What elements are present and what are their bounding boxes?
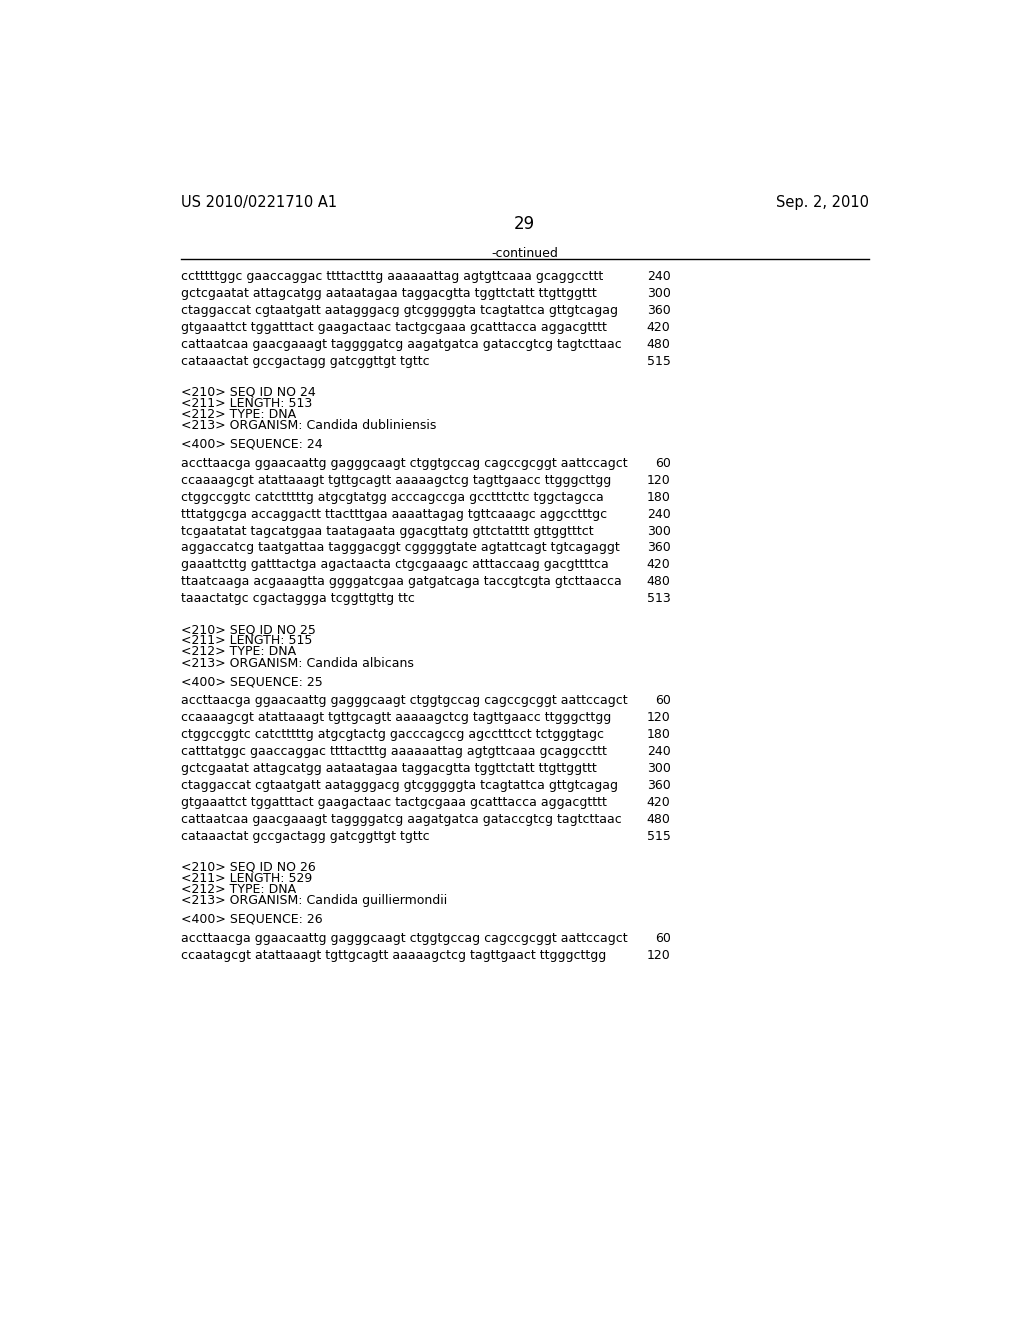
Text: Sep. 2, 2010: Sep. 2, 2010 [776, 195, 869, 210]
Text: 180: 180 [646, 491, 671, 504]
Text: <210> SEQ ID NO 26: <210> SEQ ID NO 26 [180, 861, 315, 874]
Text: 420: 420 [647, 558, 671, 572]
Text: <210> SEQ ID NO 24: <210> SEQ ID NO 24 [180, 385, 315, 399]
Text: 480: 480 [646, 813, 671, 826]
Text: ccaaaagcgt atattaaagt tgttgcagtt aaaaagctcg tagttgaacc ttgggcttgg: ccaaaagcgt atattaaagt tgttgcagtt aaaaagc… [180, 711, 611, 725]
Text: gtgaaattct tggatttact gaagactaac tactgcgaaa gcatttacca aggacgtttt: gtgaaattct tggatttact gaagactaac tactgcg… [180, 796, 606, 809]
Text: 60: 60 [654, 457, 671, 470]
Text: <400> SEQUENCE: 24: <400> SEQUENCE: 24 [180, 438, 323, 451]
Text: ttaatcaaga acgaaagtta ggggatcgaa gatgatcaga taccgtcgta gtcttaacca: ttaatcaaga acgaaagtta ggggatcgaa gatgatc… [180, 576, 622, 589]
Text: gaaattcttg gatttactga agactaacta ctgcgaaagc atttaccaag gacgttttca: gaaattcttg gatttactga agactaacta ctgcgaa… [180, 558, 608, 572]
Text: 480: 480 [646, 576, 671, 589]
Text: catttatggc gaaccaggac ttttactttg aaaaaattag agtgttcaaa gcaggccttt: catttatggc gaaccaggac ttttactttg aaaaaat… [180, 744, 606, 758]
Text: gtgaaattct tggatttact gaagactaac tactgcgaaa gcatttacca aggacgtttt: gtgaaattct tggatttact gaagactaac tactgcg… [180, 321, 606, 334]
Text: aggaccatcg taatgattaa tagggacggt cgggggtate agtattcagt tgtcagaggt: aggaccatcg taatgattaa tagggacggt cgggggt… [180, 541, 620, 554]
Text: cctttttggc gaaccaggac ttttactttg aaaaaattag agtgttcaaa gcaggccttt: cctttttggc gaaccaggac ttttactttg aaaaaat… [180, 271, 603, 282]
Text: 420: 420 [647, 796, 671, 809]
Text: 515: 515 [646, 830, 671, 843]
Text: <212> TYPE: DNA: <212> TYPE: DNA [180, 408, 296, 421]
Text: 360: 360 [647, 541, 671, 554]
Text: 120: 120 [647, 711, 671, 725]
Text: <213> ORGANISM: Candida guilliermondii: <213> ORGANISM: Candida guilliermondii [180, 894, 446, 907]
Text: <212> TYPE: DNA: <212> TYPE: DNA [180, 645, 296, 659]
Text: <213> ORGANISM: Candida albicans: <213> ORGANISM: Candida albicans [180, 656, 414, 669]
Text: cattaatcaa gaacgaaagt taggggatcg aagatgatca gataccgtcg tagtcttaac: cattaatcaa gaacgaaagt taggggatcg aagatga… [180, 338, 622, 351]
Text: <212> TYPE: DNA: <212> TYPE: DNA [180, 883, 296, 896]
Text: tttatggcga accaggactt ttactttgaa aaaattagag tgttcaaagc aggcctttgc: tttatggcga accaggactt ttactttgaa aaaatta… [180, 508, 607, 520]
Text: 300: 300 [646, 524, 671, 537]
Text: cataaactat gccgactagg gatcggttgt tgttc: cataaactat gccgactagg gatcggttgt tgttc [180, 355, 429, 368]
Text: 420: 420 [647, 321, 671, 334]
Text: 300: 300 [646, 286, 671, 300]
Text: ctggccggtc catctttttg atgcgtatgg acccagccga gcctttcttc tggctagcca: ctggccggtc catctttttg atgcgtatgg acccagc… [180, 491, 603, 504]
Text: 60: 60 [654, 932, 671, 945]
Text: tcgaatatat tagcatggaa taatagaata ggacgttatg gttctatttt gttggtttct: tcgaatatat tagcatggaa taatagaata ggacgtt… [180, 524, 593, 537]
Text: gctcgaatat attagcatgg aataatagaa taggacgtta tggttctatt ttgttggttt: gctcgaatat attagcatgg aataatagaa taggacg… [180, 762, 596, 775]
Text: <211> LENGTH: 513: <211> LENGTH: 513 [180, 397, 312, 409]
Text: cattaatcaa gaacgaaagt taggggatcg aagatgatca gataccgtcg tagtcttaac: cattaatcaa gaacgaaagt taggggatcg aagatga… [180, 813, 622, 826]
Text: 513: 513 [647, 593, 671, 606]
Text: ccaaaagcgt atattaaagt tgttgcagtt aaaaagctcg tagttgaacc ttgggcttgg: ccaaaagcgt atattaaagt tgttgcagtt aaaaagc… [180, 474, 611, 487]
Text: ctaggaccat cgtaatgatt aatagggacg gtcgggggta tcagtattca gttgtcagag: ctaggaccat cgtaatgatt aatagggacg gtcgggg… [180, 304, 617, 317]
Text: accttaacga ggaacaattg gagggcaagt ctggtgccag cagccgcggt aattccagct: accttaacga ggaacaattg gagggcaagt ctggtgc… [180, 932, 628, 945]
Text: 515: 515 [646, 355, 671, 368]
Text: 360: 360 [647, 304, 671, 317]
Text: <213> ORGANISM: Candida dubliniensis: <213> ORGANISM: Candida dubliniensis [180, 418, 436, 432]
Text: 300: 300 [646, 762, 671, 775]
Text: ccaatagcgt atattaaagt tgttgcagtt aaaaagctcg tagttgaact ttgggcttgg: ccaatagcgt atattaaagt tgttgcagtt aaaaagc… [180, 949, 606, 962]
Text: <400> SEQUENCE: 26: <400> SEQUENCE: 26 [180, 913, 323, 927]
Text: 60: 60 [654, 694, 671, 708]
Text: accttaacga ggaacaattg gagggcaagt ctggtgccag cagccgcggt aattccagct: accttaacga ggaacaattg gagggcaagt ctggtgc… [180, 457, 628, 470]
Text: <211> LENGTH: 529: <211> LENGTH: 529 [180, 871, 312, 884]
Text: 360: 360 [647, 779, 671, 792]
Text: 240: 240 [647, 271, 671, 282]
Text: cataaactat gccgactagg gatcggttgt tgttc: cataaactat gccgactagg gatcggttgt tgttc [180, 830, 429, 843]
Text: 120: 120 [647, 474, 671, 487]
Text: US 2010/0221710 A1: US 2010/0221710 A1 [180, 195, 337, 210]
Text: 120: 120 [647, 949, 671, 962]
Text: taaactatgc cgactaggga tcggttgttg ttc: taaactatgc cgactaggga tcggttgttg ttc [180, 593, 415, 606]
Text: <210> SEQ ID NO 25: <210> SEQ ID NO 25 [180, 623, 315, 636]
Text: 480: 480 [646, 338, 671, 351]
Text: -continued: -continued [492, 247, 558, 260]
Text: ctggccggtc catctttttg atgcgtactg gacccagccg agcctttcct tctgggtagc: ctggccggtc catctttttg atgcgtactg gacccag… [180, 729, 604, 742]
Text: <400> SEQUENCE: 25: <400> SEQUENCE: 25 [180, 676, 323, 689]
Text: 180: 180 [646, 729, 671, 742]
Text: <211> LENGTH: 515: <211> LENGTH: 515 [180, 635, 312, 647]
Text: 29: 29 [514, 215, 536, 234]
Text: gctcgaatat attagcatgg aataatagaa taggacgtta tggttctatt ttgttggttt: gctcgaatat attagcatgg aataatagaa taggacg… [180, 286, 596, 300]
Text: 240: 240 [647, 744, 671, 758]
Text: 240: 240 [647, 508, 671, 520]
Text: ctaggaccat cgtaatgatt aatagggacg gtcgggggta tcagtattca gttgtcagag: ctaggaccat cgtaatgatt aatagggacg gtcgggg… [180, 779, 617, 792]
Text: accttaacga ggaacaattg gagggcaagt ctggtgccag cagccgcggt aattccagct: accttaacga ggaacaattg gagggcaagt ctggtgc… [180, 694, 628, 708]
